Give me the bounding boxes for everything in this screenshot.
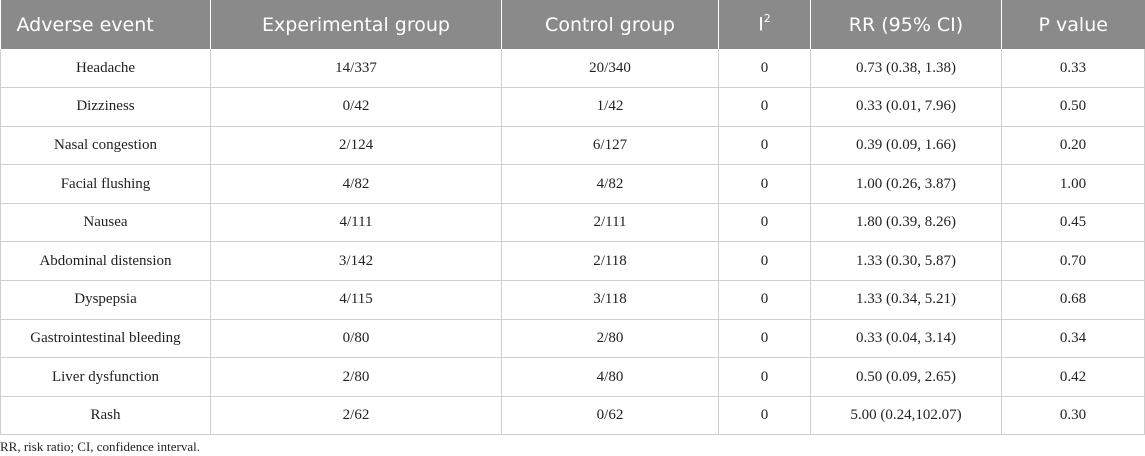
cell-control: 2/80 (501, 319, 719, 359)
cell-i-squared: 0 (718, 203, 811, 243)
cell-experimental: 4/115 (210, 280, 502, 320)
cell-i-squared: 0 (718, 241, 811, 282)
cell-adverse-event: Headache (0, 49, 211, 89)
cell-p-value: 0.45 (1001, 203, 1145, 243)
cell-p-value: 0.33 (1001, 49, 1145, 89)
header-adverse-event: Adverse event (0, 0, 211, 49)
cell-i-squared: 0 (718, 87, 811, 127)
cell-control: 20/340 (501, 49, 719, 89)
header-rr-ci: RR (95% CI) (810, 0, 1002, 49)
table-footnote: RR, risk ratio; CI, confidence interval. (0, 439, 201, 454)
cell-experimental: 4/111 (210, 203, 502, 243)
cell-adverse-event: Nausea (0, 203, 211, 243)
header-row: Adverse event Experimental group Control… (0, 0, 1145, 49)
i-squared-superscript: 2 (763, 12, 771, 26)
cell-experimental: 3/142 (210, 241, 502, 282)
cell-rr-ci: 0.33 (0.04, 3.14) (810, 319, 1002, 359)
cell-experimental: 0/80 (210, 319, 502, 359)
header-experimental-group: Experimental group (210, 0, 502, 49)
cell-i-squared: 0 (718, 164, 811, 204)
cell-rr-ci: 1.33 (0.30, 5.87) (810, 241, 1002, 282)
cell-p-value: 0.50 (1001, 87, 1145, 127)
cell-p-value: 0.42 (1001, 357, 1145, 397)
cell-control: 1/42 (501, 87, 719, 127)
cell-control: 2/111 (501, 203, 719, 243)
cell-experimental: 2/62 (210, 396, 502, 436)
cell-control: 6/127 (501, 126, 719, 166)
table-body: Headache 14/337 20/340 0 0.73 (0.38, 1.38) 0.… (0, 49, 1145, 436)
cell-experimental: 0/42 (210, 87, 502, 127)
table-row: Rash 2/62 0/62 0 5.00 (0.24,102.07) 0.30 (0, 396, 1145, 436)
cell-i-squared: 0 (718, 357, 811, 397)
table-row: Nausea 4/111 2/111 0 1.80 (0.39, 8.26) 0.45 (0, 203, 1145, 243)
cell-control: 4/82 (501, 164, 719, 204)
cell-rr-ci: 0.73 (0.38, 1.38) (810, 49, 1002, 89)
cell-adverse-event: Dyspepsia (0, 280, 211, 320)
cell-adverse-event: Nasal congestion (0, 126, 211, 166)
cell-experimental: 14/337 (210, 49, 502, 89)
cell-control: 4/80 (501, 357, 719, 397)
table-row: Headache 14/337 20/340 0 0.73 (0.38, 1.38) 0.… (0, 49, 1145, 89)
cell-p-value: 0.70 (1001, 241, 1145, 282)
cell-p-value: 1.00 (1001, 164, 1145, 204)
header-i-squared: I2 (718, 0, 811, 49)
table-header: Adverse event Experimental group Control… (0, 0, 1145, 49)
cell-i-squared: 0 (718, 396, 811, 436)
table-row: Dizziness 0/42 1/42 0 0.33 (0.01, 7.96) 0.50 (0, 87, 1145, 127)
cell-p-value: 0.30 (1001, 396, 1145, 436)
cell-experimental: 2/124 (210, 126, 502, 166)
cell-rr-ci: 1.80 (0.39, 8.26) (810, 203, 1002, 243)
cell-control: 3/118 (501, 280, 719, 320)
cell-adverse-event: Liver dysfunction (0, 357, 211, 397)
cell-adverse-event: Dizziness (0, 87, 211, 127)
cell-i-squared: 0 (718, 126, 811, 166)
cell-adverse-event: Facial flushing (0, 164, 211, 204)
header-p-value: P value (1001, 0, 1145, 49)
cell-p-value: 0.68 (1001, 280, 1145, 320)
table-row: Facial flushing 4/82 4/82 0 1.00 (0.26, 3.87… (0, 164, 1145, 204)
table-row: Dyspepsia 4/115 3/118 0 1.33 (0.34, 5.21) 0.6… (0, 280, 1145, 320)
cell-adverse-event: Abdominal distension (0, 241, 211, 282)
cell-adverse-event: Rash (0, 396, 211, 436)
table-row: Nasal congestion 2/124 6/127 0 0.39 (0.09, 1… (0, 126, 1145, 166)
cell-experimental: 4/82 (210, 164, 502, 204)
cell-control: 2/118 (501, 241, 719, 282)
cell-rr-ci: 0.33 (0.01, 7.96) (810, 87, 1002, 127)
table-row: Abdominal distension 3/142 2/118 0 1.33 (0.3… (0, 241, 1145, 282)
cell-rr-ci: 1.00 (0.26, 3.87) (810, 164, 1002, 204)
table-row: Gastrointestinal bleeding 0/80 2/80 0 0.33 (… (0, 319, 1145, 359)
cell-i-squared: 0 (718, 319, 811, 359)
cell-adverse-event: Gastrointestinal bleeding (0, 319, 211, 359)
cell-rr-ci: 1.33 (0.34, 5.21) (810, 280, 1002, 320)
header-control-group: Control group (501, 0, 719, 49)
cell-experimental: 2/80 (210, 357, 502, 397)
cell-rr-ci: 0.50 (0.09, 2.65) (810, 357, 1002, 397)
cell-rr-ci: 5.00 (0.24,102.07) (810, 396, 1002, 436)
cell-control: 0/62 (501, 396, 719, 436)
adverse-events-table: Adverse event Experimental group Control… (0, 0, 1145, 436)
cell-p-value: 0.20 (1001, 126, 1145, 166)
cell-i-squared: 0 (718, 280, 811, 320)
cell-i-squared: 0 (718, 49, 811, 89)
cell-rr-ci: 0.39 (0.09, 1.66) (810, 126, 1002, 166)
cell-p-value: 0.34 (1001, 319, 1145, 359)
table-row: Liver dysfunction 2/80 4/80 0 0.50 (0.09, 2.… (0, 357, 1145, 397)
i-squared-base: I (758, 13, 764, 36)
